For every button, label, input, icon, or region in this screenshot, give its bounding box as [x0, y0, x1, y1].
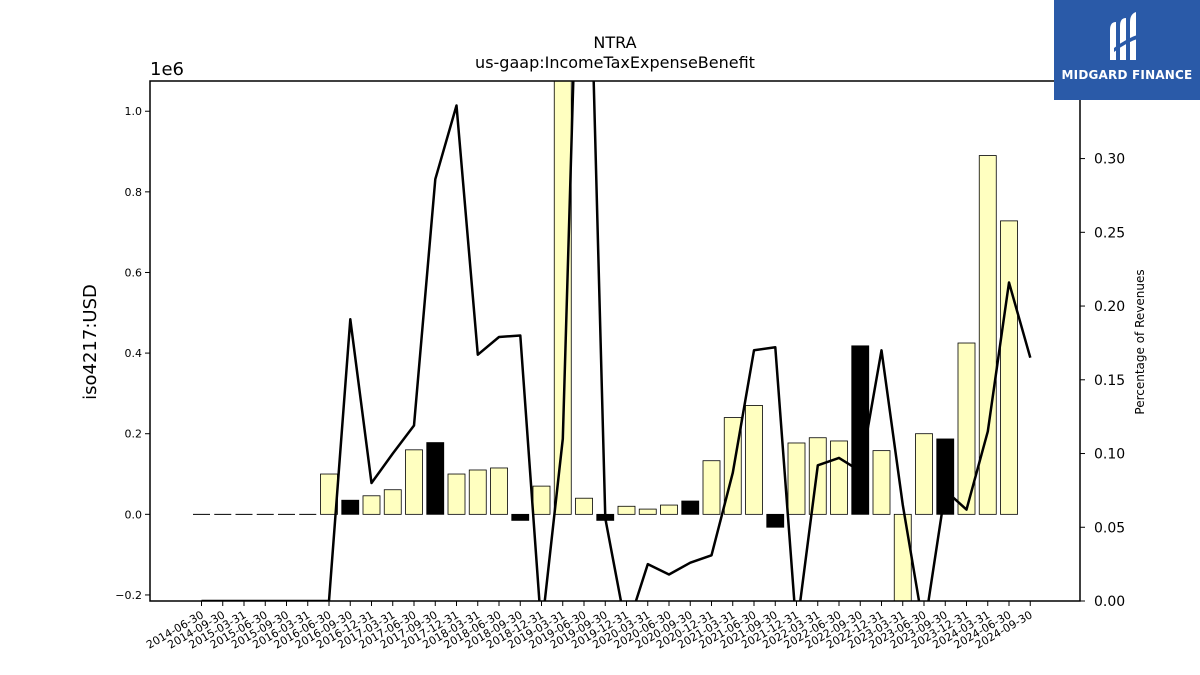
bar	[490, 467, 508, 515]
y-tick-label: 0.6	[125, 266, 143, 279]
bar	[383, 489, 402, 515]
bar	[362, 495, 381, 515]
plot-frame	[149, 80, 1081, 602]
bar	[426, 442, 445, 515]
bar	[1000, 220, 1018, 515]
bar	[936, 438, 955, 515]
bar	[532, 485, 551, 515]
y2-tick-label: 0.00	[1094, 594, 1125, 610]
y-tick-label: 0.4	[125, 347, 143, 360]
bar	[468, 469, 487, 515]
brand-logo: MIDGARD FINANCE	[1054, 0, 1200, 100]
bar	[681, 500, 700, 515]
y-tick-label: 0.2	[125, 428, 143, 441]
y2-tick-label: 0.05	[1094, 520, 1125, 536]
bar	[617, 505, 636, 515]
y-axis-label: iso4217:USD	[80, 284, 101, 400]
y-offset-label: 1e6	[150, 59, 184, 80]
chart-title: NTRA	[593, 33, 636, 52]
bar	[787, 442, 806, 515]
y2-tick-label: 0.25	[1094, 225, 1125, 241]
bar	[957, 342, 976, 515]
bar	[915, 433, 933, 515]
bar	[745, 405, 763, 515]
bar	[660, 504, 678, 515]
bar	[638, 508, 657, 515]
bar	[851, 345, 870, 515]
y-tick-label: −0.2	[115, 589, 142, 602]
y-tick-label: 0.0	[125, 508, 143, 521]
chart-subtitle: us-gaap:IncomeTaxExpenseBenefit	[475, 53, 755, 72]
y2-tick-label: 0.30	[1094, 152, 1125, 168]
bar	[766, 513, 785, 528]
bar	[830, 440, 848, 515]
y2-tick-label: 0.10	[1094, 447, 1125, 463]
midgard-logo-icon	[1110, 12, 1140, 60]
bar	[341, 499, 360, 515]
bar	[575, 497, 593, 515]
series-line	[201, 81, 1032, 601]
y2-axis-label: Percentage of Revenues	[1133, 269, 1147, 414]
y2-tick-label: 0.15	[1094, 373, 1125, 389]
bar	[702, 460, 721, 515]
bar	[872, 450, 891, 515]
bar	[978, 155, 997, 515]
bar	[405, 449, 423, 515]
brand-name: MIDGARD FINANCE	[1061, 68, 1193, 82]
y-tick-label: 0.8	[125, 186, 143, 199]
y-tick-label: 1.0	[125, 105, 143, 118]
bar	[511, 513, 530, 521]
y2-tick-label: 0.20	[1094, 299, 1125, 315]
bar	[447, 473, 466, 515]
